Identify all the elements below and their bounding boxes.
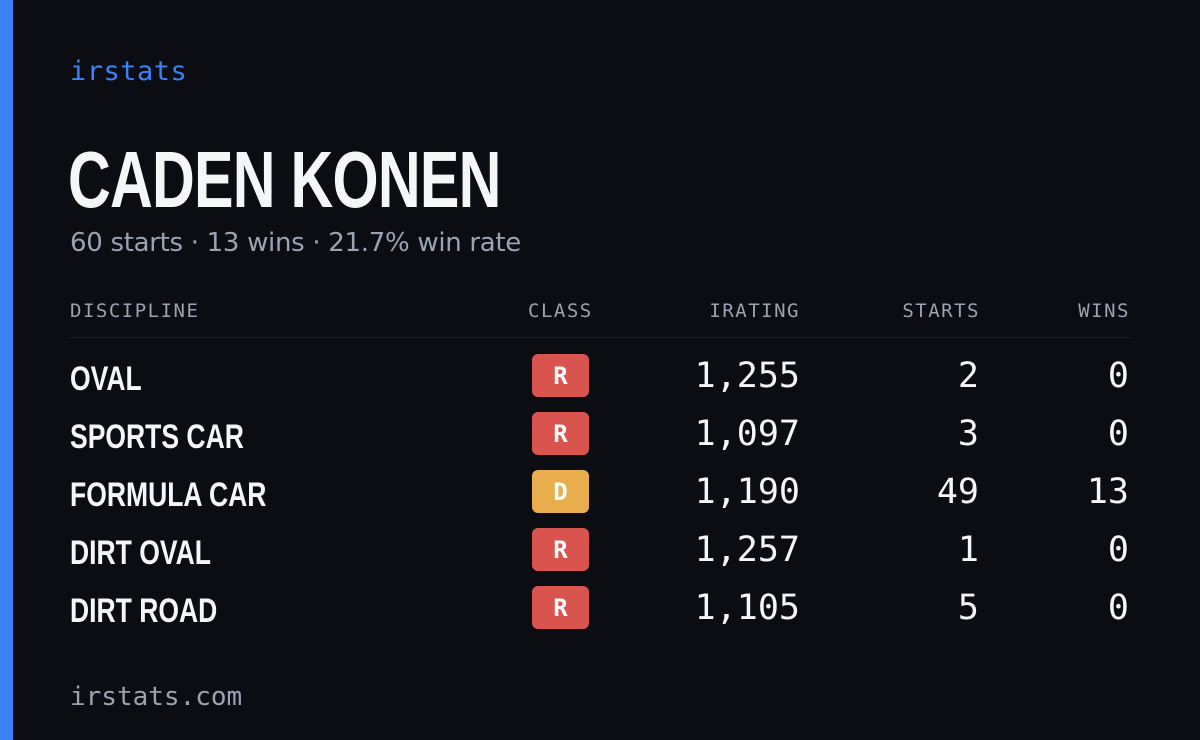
class-badge: R: [532, 354, 589, 397]
wins-value: 0: [1107, 414, 1129, 454]
header-starts: STARTS: [902, 300, 980, 322]
driver-summary: 60 starts · 13 wins · 21.7% win rate: [70, 228, 522, 258]
header-class: CLASS: [528, 300, 593, 322]
starts-value: 2: [957, 356, 979, 396]
irating-value: 1,255: [694, 356, 800, 396]
discipline-name: DIRT ROAD: [70, 592, 218, 630]
class-badge: R: [532, 528, 589, 571]
header-irating: IRATING: [709, 300, 800, 322]
discipline-name: FORMULA CAR: [70, 476, 267, 514]
table-row: FORMULA CAR D 1,190 49 13: [70, 470, 1130, 528]
accent-bar: [0, 0, 13, 740]
table-row: SPORTS CAR R 1,097 3 0: [70, 412, 1130, 470]
footer-url: irstats.com: [70, 682, 243, 712]
driver-name: CADEN KONEN: [68, 135, 501, 224]
table-body: OVAL R 1,255 2 0 SPORTS CAR R 1,097 3 0 …: [70, 354, 1130, 644]
discipline-name: OVAL: [70, 360, 142, 398]
discipline-name: DIRT OVAL: [70, 534, 211, 572]
starts-value: 5: [957, 588, 979, 628]
discipline-name: SPORTS CAR: [70, 418, 244, 456]
wins-value: 13: [1086, 472, 1129, 512]
wins-value: 0: [1107, 356, 1129, 396]
wins-value: 0: [1107, 530, 1129, 570]
header-discipline: DISCIPLINE: [70, 300, 200, 322]
starts-value: 3: [957, 414, 979, 454]
stats-table: DISCIPLINE CLASS IRATING STARTS WINS OVA…: [70, 300, 1130, 630]
wins-value: 0: [1107, 588, 1129, 628]
table-row: OVAL R 1,255 2 0: [70, 354, 1130, 412]
brand-logo: irstats: [70, 56, 188, 87]
irating-value: 1,190: [694, 472, 800, 512]
irating-value: 1,257: [694, 530, 800, 570]
irating-value: 1,097: [694, 414, 800, 454]
starts-value: 49: [936, 472, 979, 512]
class-badge: R: [532, 412, 589, 455]
table-row: DIRT OVAL R 1,257 1 0: [70, 528, 1130, 586]
header-wins: WINS: [1078, 300, 1130, 322]
class-badge: D: [532, 470, 589, 513]
class-badge: R: [532, 586, 589, 629]
starts-value: 1: [957, 530, 979, 570]
table-row: DIRT ROAD R 1,105 5 0: [70, 586, 1130, 644]
irating-value: 1,105: [694, 588, 800, 628]
table-header: DISCIPLINE CLASS IRATING STARTS WINS: [70, 300, 1130, 338]
